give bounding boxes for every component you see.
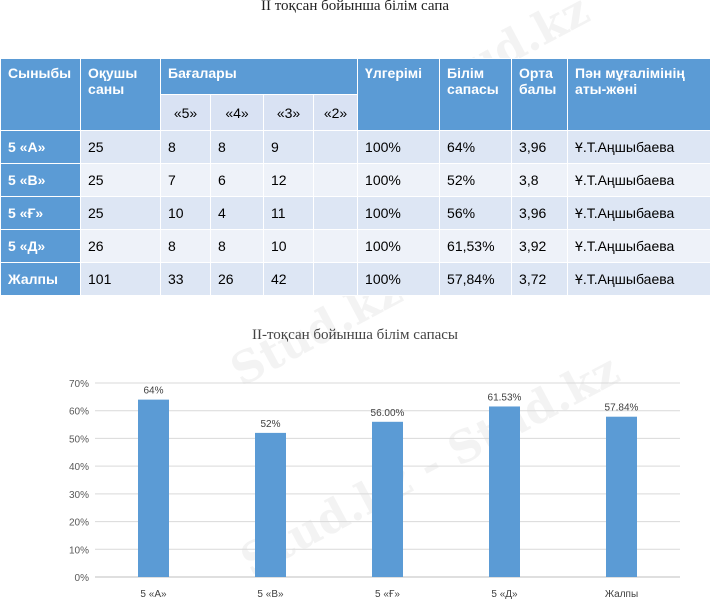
grades-table: Сыныбы Оқушы саны Бағалары Үлгерімі Білі… <box>0 58 710 296</box>
cell-teacher: Ұ.Т.Аңшыбаева <box>567 262 710 296</box>
cell-avg: 3,72 <box>511 262 569 296</box>
cell-progress: 100% <box>357 262 441 296</box>
cell-g3: 42 <box>263 262 314 296</box>
y-tick-label: 50% <box>69 434 89 445</box>
cell-avg: 3,8 <box>511 163 569 197</box>
cell-avg: 3,92 <box>511 229 569 263</box>
cell-g3: 10 <box>263 229 314 263</box>
cell-avg: 3,96 <box>511 130 569 164</box>
table-title: II тоқсан бойынша білім сапа <box>260 0 450 14</box>
cell-g4: 4 <box>210 196 264 230</box>
header-grade-3: «3» <box>263 94 314 131</box>
cell-class: 5 «А» <box>0 130 81 164</box>
table-row: Жалпы 101 33 26 42 100% 57,84% 3,72 Ұ.Т.… <box>0 262 710 296</box>
bar <box>372 421 403 577</box>
cell-quality: 52% <box>439 163 513 197</box>
cell-g4: 26 <box>210 262 264 296</box>
y-tick-label: 10% <box>69 545 89 556</box>
cell-students: 25 <box>80 163 161 197</box>
header-grades: Бағалары <box>159 58 359 95</box>
chart-title: ІІ-тоқсан бойынша білім сапасы <box>251 327 459 343</box>
data-label: 52% <box>260 419 280 430</box>
cell-students: 26 <box>80 229 161 263</box>
cell-class: 5 «Д» <box>0 229 81 263</box>
bar <box>138 399 169 577</box>
cell-quality: 56% <box>439 196 513 230</box>
cell-progress: 100% <box>357 196 441 230</box>
cell-progress: 100% <box>357 229 441 263</box>
bar <box>606 416 637 577</box>
cell-g5: 10 <box>160 196 211 230</box>
cell-students: 25 <box>80 130 161 164</box>
header-progress: Үлгерімі <box>357 58 441 131</box>
y-tick-label: 60% <box>69 407 89 418</box>
cell-g4: 8 <box>210 229 264 263</box>
cell-progress: 100% <box>357 130 441 164</box>
cell-students: 101 <box>80 262 161 296</box>
cell-g2 <box>312 229 359 263</box>
y-tick-label: 0% <box>75 573 90 584</box>
header-grade-2: «2» <box>312 94 359 131</box>
cell-quality: 61,53% <box>439 229 513 263</box>
cell-progress: 100% <box>357 163 441 197</box>
cell-g5: 8 <box>160 229 211 263</box>
x-tick-label: 5 «Д» <box>491 589 518 600</box>
cell-g2 <box>312 262 359 296</box>
data-label: 64% <box>143 386 163 397</box>
cell-g3: 12 <box>263 163 314 197</box>
x-tick-label: 5 «Ғ» <box>375 589 400 600</box>
x-tick-label: 5 «В» <box>257 589 284 600</box>
header-students: Оқушы саны <box>80 58 161 131</box>
cell-quality: 57,84% <box>439 262 513 296</box>
y-tick-label: 30% <box>69 490 89 501</box>
cell-g4: 8 <box>210 130 264 164</box>
cell-g3: 9 <box>263 130 314 164</box>
bar <box>255 432 286 577</box>
cell-teacher: Ұ.Т.Аңшыбаева <box>567 163 710 197</box>
cell-g5: 33 <box>160 262 211 296</box>
cell-g2 <box>312 163 359 197</box>
y-tick-label: 40% <box>69 462 89 473</box>
cell-teacher: Ұ.Т.Аңшыбаева <box>567 229 710 263</box>
cell-class: Жалпы <box>0 262 81 296</box>
header-quality: Білім сапасы <box>439 58 513 131</box>
x-tick-label: Жалпы <box>605 589 638 600</box>
header-grade-5: «5» <box>160 94 211 131</box>
cell-g3: 11 <box>263 196 314 230</box>
data-label: 57.84% <box>605 403 639 414</box>
cell-g2 <box>312 196 359 230</box>
table-row: 5 «Ғ» 25 10 4 11 100% 56% 3,96 Ұ.Т.Аңшыб… <box>0 196 710 230</box>
cell-g2 <box>312 130 359 164</box>
cell-g5: 8 <box>160 130 211 164</box>
table-row: 5 «В» 25 7 6 12 100% 52% 3,8 Ұ.Т.Аңшыбае… <box>0 163 710 197</box>
cell-teacher: Ұ.Т.Аңшыбаева <box>567 196 710 230</box>
cell-avg: 3,96 <box>511 196 569 230</box>
cell-g5: 7 <box>160 163 211 197</box>
y-tick-label: 20% <box>69 518 89 529</box>
data-label: 61.53% <box>488 392 522 403</box>
y-tick-label: 70% <box>69 379 89 390</box>
quality-bar-chart: 0% 10% 20% 30% 40% 50% 60% 70% 64% 5 «А» 52% 5 «В» 5… <box>69 379 680 600</box>
header-class: Сыныбы <box>0 58 81 131</box>
cell-class: 5 «Ғ» <box>0 196 81 230</box>
cell-quality: 64% <box>439 130 513 164</box>
cell-students: 25 <box>80 196 161 230</box>
header-avg: Орта балы <box>511 58 569 131</box>
header-teacher: Пән мұғалімінің аты-жөні <box>567 58 710 131</box>
table-row: 5 «А» 25 8 8 9 100% 64% 3,96 Ұ.Т.Аңшыбае… <box>0 130 710 164</box>
table-row: 5 «Д» 26 8 8 10 100% 61,53% 3,92 Ұ.Т.Аңш… <box>0 229 710 263</box>
cell-class: 5 «В» <box>0 163 81 197</box>
cell-teacher: Ұ.Т.Аңшыбаева <box>567 130 710 164</box>
cell-g4: 6 <box>210 163 264 197</box>
bar <box>489 406 520 577</box>
x-tick-label: 5 «А» <box>140 589 167 600</box>
header-grade-4: «4» <box>210 94 264 131</box>
data-label: 56.00% <box>371 408 405 419</box>
